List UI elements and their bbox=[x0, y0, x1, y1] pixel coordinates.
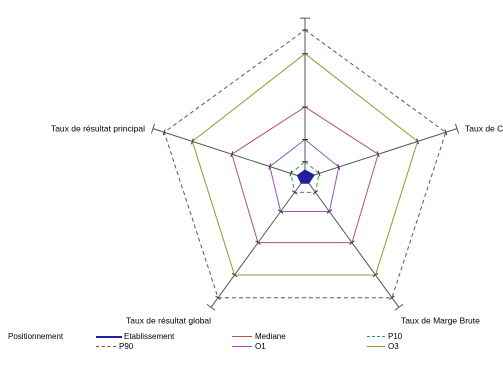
axis-label-3: Taux de résultat global bbox=[126, 315, 211, 325]
series-o1-point-1 bbox=[337, 164, 341, 171]
series-p10-point-1 bbox=[317, 170, 321, 177]
series-mediane-point-2 bbox=[349, 240, 355, 245]
series-mediane-point-3 bbox=[255, 240, 261, 245]
series-p90-point-4 bbox=[162, 129, 166, 136]
axis-spoke-1 bbox=[304, 128, 458, 179]
series-p90-point-2 bbox=[389, 295, 395, 300]
axis-spoke-4 bbox=[152, 128, 306, 179]
series-p90-point-1 bbox=[444, 129, 448, 136]
series-o1-point-3 bbox=[277, 209, 284, 214]
axis-end-tick-1 bbox=[454, 123, 460, 134]
series-o1-point-2 bbox=[326, 209, 333, 214]
series-mediane bbox=[231, 106, 379, 244]
series-p90-point-3 bbox=[215, 295, 221, 300]
axis-end-tick-3 bbox=[206, 303, 216, 311]
series-o1 bbox=[269, 138, 340, 213]
axis-label-4: Taux de résultat principal bbox=[51, 124, 145, 134]
series-o3-point-4 bbox=[190, 138, 194, 145]
series-p10-point-3 bbox=[291, 190, 298, 195]
series-etablissement bbox=[296, 169, 315, 184]
series-o1-point-4 bbox=[268, 163, 272, 170]
series-mediane-point-4 bbox=[230, 151, 234, 158]
series-o3-point-3 bbox=[231, 272, 238, 278]
series-p10 bbox=[290, 161, 320, 193]
axis-end-tick-2 bbox=[394, 303, 404, 311]
series-mediane-point-1 bbox=[376, 151, 380, 158]
series-p90 bbox=[163, 29, 447, 299]
series-p10-point-4 bbox=[289, 170, 293, 177]
axis-label-2: Taux de Marge Brute bbox=[401, 315, 480, 325]
axis-label-1: Taux de CAF bbox=[465, 124, 503, 134]
axis-end-tick-4 bbox=[150, 123, 156, 134]
series-p10-point-2 bbox=[312, 190, 319, 195]
series-o3 bbox=[191, 53, 419, 276]
series-o3-point-2 bbox=[372, 272, 379, 278]
series-o3-point-1 bbox=[416, 138, 420, 145]
